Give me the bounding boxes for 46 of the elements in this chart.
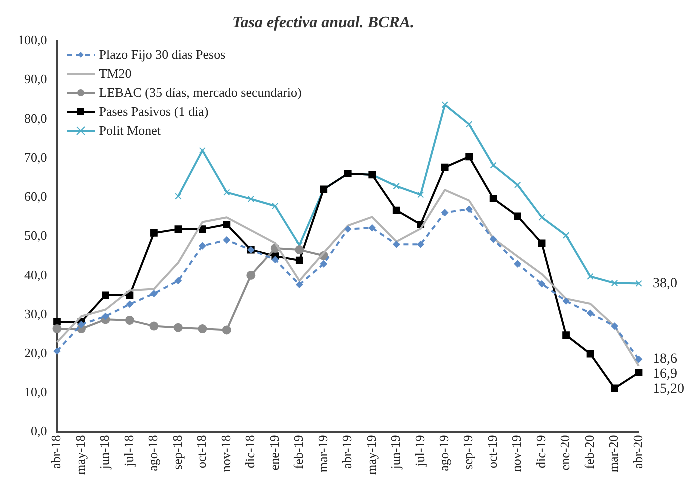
- legend-label: Pases Pasivos (1 dia): [99, 103, 209, 122]
- x-tick-label: sep-19: [460, 435, 476, 470]
- y-tick-label: 70,0: [24, 150, 48, 165]
- x-tick-label: ago-18: [146, 435, 161, 472]
- y-tick-label: 90,0: [24, 72, 48, 87]
- annotation: 18,6: [653, 352, 678, 368]
- y-tick-label: 50,0: [24, 228, 48, 244]
- x-tick-label: ago-19: [436, 435, 452, 472]
- y-tick-label: 100,0: [18, 32, 48, 48]
- x-tick-label: ene-20: [558, 435, 573, 471]
- x-tick-label: sep-18: [170, 435, 185, 470]
- y-tick-label: 40,0: [24, 267, 48, 282]
- chart-title: Tasa efectiva anual. BCRA.: [232, 14, 415, 32]
- x-tick-label: oct-19: [484, 435, 500, 469]
- x-tick-label: feb-19: [291, 435, 306, 470]
- y-tick-label: 0,0: [31, 424, 48, 439]
- x-tick-label: abr-19: [340, 435, 355, 469]
- x-tick-label: mar-19: [315, 435, 330, 473]
- x-tick-label: mar-20: [606, 435, 622, 473]
- annotation: 38,0: [653, 276, 678, 292]
- x-tick-label: oct-18: [194, 435, 210, 469]
- x-tick-label: abr-20: [630, 435, 646, 469]
- x-tick-label: jun-18: [97, 435, 112, 470]
- legend-label: TM20: [99, 65, 132, 84]
- x-tick-label: ene-19: [266, 435, 282, 471]
- annotation: 15,20: [653, 382, 684, 398]
- x-tick-label: may-18: [72, 435, 88, 476]
- x-tick-label: nov-19: [509, 435, 524, 472]
- x-tick-label: jul-18: [121, 435, 136, 468]
- y-tick-label: 20,0: [24, 345, 48, 360]
- annotation: 16,9: [653, 367, 678, 382]
- x-tick-label: may-19: [364, 435, 379, 476]
- x-tick-label: feb-20: [582, 435, 597, 470]
- x-tick-label: nov-18: [218, 435, 234, 472]
- x-tick-label: dic-19: [533, 435, 548, 469]
- x-tick-label: abr-18: [48, 435, 64, 469]
- legend-label: Polit Monet: [99, 122, 162, 140]
- x-tick-label: dic-18: [242, 435, 258, 469]
- y-tick-label: 30,0: [24, 306, 48, 322]
- x-tick-label: jul-19: [412, 435, 428, 468]
- y-tick-label: 10,0: [24, 384, 48, 400]
- y-tick-label: 60,0: [24, 189, 48, 204]
- legend-label: LEBAC (35 días, mercado secundario): [99, 84, 302, 102]
- legend-label: Plazo Fijo 30 dias Pesos: [99, 46, 226, 64]
- y-tick-label: 80,0: [24, 110, 48, 126]
- x-tick-label: jun-19: [388, 435, 404, 470]
